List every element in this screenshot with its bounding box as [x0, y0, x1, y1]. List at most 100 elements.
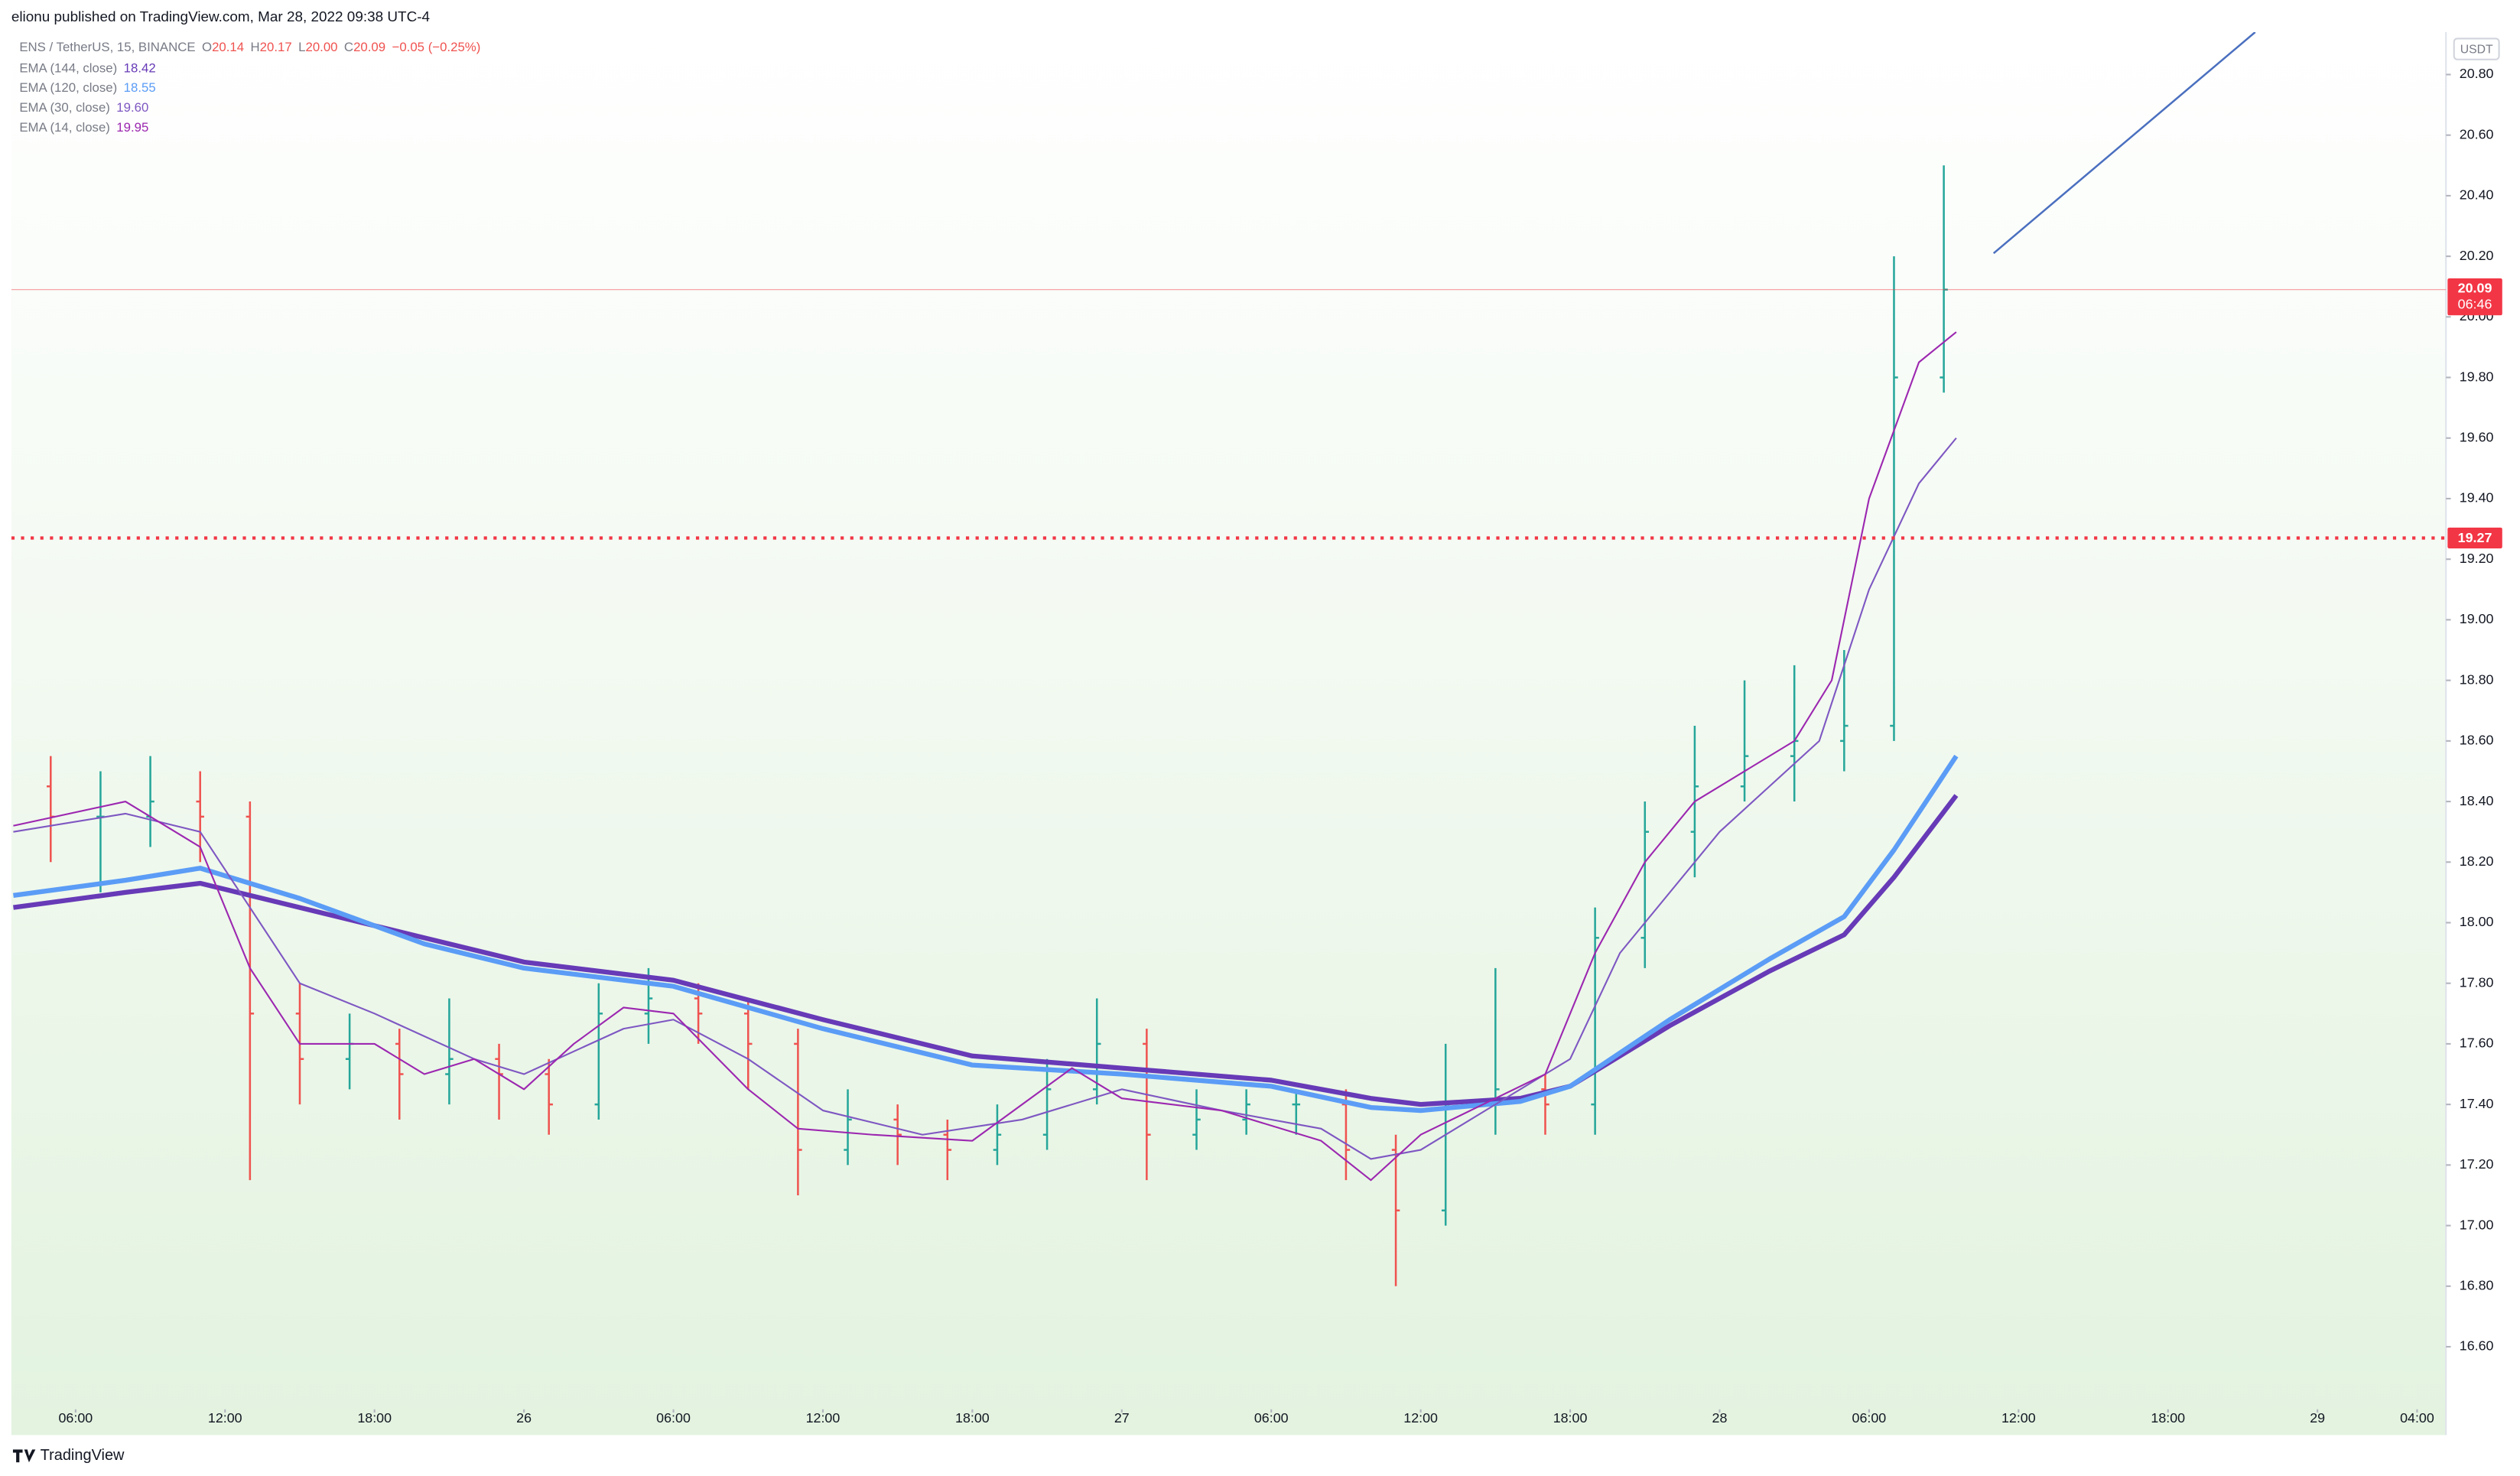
trend-line — [1992, 32, 2256, 255]
price-bar — [1042, 1058, 1052, 1150]
legend-value: 18.42 — [124, 61, 156, 76]
change: −0.05 (−0.25%) — [392, 40, 481, 54]
legend-entry: EMA (120, close) 18.55 — [19, 81, 155, 96]
y-tick-label: 19.60 — [2460, 429, 2494, 444]
legend-entry: EMA (14, close) 19.95 — [19, 120, 148, 135]
price-bar — [844, 1089, 852, 1166]
y-tick-label: 20.80 — [2460, 66, 2494, 81]
legend-value: 19.95 — [116, 120, 148, 135]
legend-entry: EMA (144, close) 18.42 — [19, 61, 155, 76]
price-bar — [943, 1119, 952, 1181]
price-bar — [594, 983, 603, 1120]
price-bar — [794, 1029, 802, 1195]
price-bar — [1840, 650, 1849, 772]
ohlc-value: 20.09 — [353, 40, 385, 54]
hline-label: 19.27 — [2458, 530, 2492, 545]
ema-line — [13, 331, 1957, 1182]
x-tick-label: 04:00 — [2400, 1410, 2434, 1426]
price-bar — [1640, 801, 1650, 968]
brand-logo — [12, 1449, 36, 1463]
x-tick-label: 27 — [1114, 1410, 1130, 1426]
overlay: 16.60 16.80 17.00 17.20 17.40 17.60 17.80 18.00… — [19, 37, 2502, 1426]
price-bar — [545, 1058, 553, 1135]
legend-name: EMA (30, close) — [19, 100, 110, 115]
ohlc-value: 20.00 — [305, 40, 337, 54]
y-tick-label: 19.20 — [2460, 551, 2494, 566]
y-tick-label: 16.80 — [2460, 1278, 2494, 1293]
x-tick-label: 28 — [1712, 1410, 1728, 1426]
y-tick-label: 17.00 — [2460, 1217, 2494, 1232]
legend-symbol: ENS / TetherUS, 15, BINANCE — [19, 40, 195, 54]
ohlc-value: 20.14 — [212, 40, 244, 54]
ohlc-key: L — [298, 40, 305, 54]
price-bar — [1292, 1089, 1301, 1135]
y-tick-label: 18.20 — [2460, 853, 2494, 869]
ohlc-key: O — [202, 40, 212, 54]
price-bar — [245, 801, 255, 1181]
x-tick-label: 12:00 — [1403, 1410, 1438, 1426]
x-tick-label: 18:00 — [2151, 1410, 2185, 1426]
last-price-box — [2447, 278, 2502, 316]
legend-symbol-line: ENS / TetherUS, 15, BINANCE O20.14 H20.17 L… — [19, 40, 480, 54]
byline: elionu published on TradingView.com, Mar… — [11, 9, 430, 25]
legend-entry: EMA (30, close) 19.60 — [19, 100, 148, 115]
last-price-label: 20.09 — [2458, 280, 2492, 295]
ema-line — [13, 437, 1957, 1160]
price-bar — [1391, 1134, 1400, 1286]
legend-name: EMA (120, close) — [19, 81, 117, 96]
y-tick-label: 19.40 — [2460, 490, 2494, 506]
price-bar — [1242, 1089, 1250, 1135]
x-tick-label: 29 — [2310, 1410, 2325, 1426]
y-tick-label: 17.80 — [2460, 974, 2494, 990]
price-bar — [1143, 1029, 1151, 1181]
y-tick-label: 18.00 — [2460, 914, 2494, 929]
y-tick-label: 18.80 — [2460, 671, 2494, 687]
y-tick-label: 16.60 — [2460, 1338, 2494, 1354]
x-tick-label: 06:00 — [1852, 1410, 1887, 1426]
price-bar — [1192, 1089, 1201, 1150]
price-bar — [1092, 998, 1101, 1105]
legend-value: 18.55 — [124, 81, 156, 96]
x-tick-label: 18:00 — [357, 1410, 392, 1426]
ohlc-value: 20.17 — [260, 40, 292, 54]
x-tick-label: 12:00 — [2001, 1410, 2036, 1426]
y-tick-label: 20.40 — [2460, 187, 2494, 203]
legend-name: EMA (144, close) — [19, 61, 117, 76]
currency: USDT — [2460, 43, 2493, 56]
price-bar — [1890, 256, 1898, 741]
y-tick-label: 17.60 — [2460, 1035, 2494, 1051]
ohlc-key: C — [344, 40, 353, 54]
x-tick-label: 06:00 — [1254, 1410, 1289, 1426]
price-bar — [1740, 680, 1749, 802]
price-bar — [395, 1029, 404, 1120]
x-tick-label: 26 — [516, 1410, 532, 1426]
y-tick-label: 17.40 — [2460, 1096, 2494, 1111]
ema-line — [13, 754, 1959, 1114]
price-bar — [445, 998, 454, 1105]
ema-line — [13, 794, 1959, 1107]
x-tick-label: 12:00 — [806, 1410, 841, 1426]
x-tick-label: 06:00 — [656, 1410, 691, 1426]
y-tick-label: 20.20 — [2460, 248, 2494, 263]
price-bar — [993, 1104, 1002, 1166]
plot-background — [11, 32, 2447, 1435]
y-tick-label: 20.60 — [2460, 126, 2494, 141]
currency-box — [2453, 37, 2500, 60]
price-bar — [893, 1104, 902, 1166]
brand: TradingView — [41, 1447, 125, 1464]
legend-name: EMA (14, close) — [19, 120, 110, 135]
price-bar — [1541, 1074, 1549, 1135]
price-bar — [1591, 907, 1599, 1135]
x-tick-label: 18:00 — [955, 1410, 990, 1426]
y-tick-label: 19.00 — [2460, 611, 2494, 626]
y-tick-label: 18.60 — [2460, 733, 2494, 748]
y-tick-label: 18.40 — [2460, 793, 2494, 808]
ohlc-key: H — [251, 40, 260, 54]
plot — [11, 32, 2447, 1286]
x-tick-label: 12:00 — [208, 1410, 242, 1426]
price-bar — [743, 998, 753, 1090]
y-tick-label: 19.80 — [2460, 369, 2494, 384]
countdown: 06:46 — [2458, 296, 2492, 311]
y-tick-label: 17.20 — [2460, 1156, 2494, 1172]
